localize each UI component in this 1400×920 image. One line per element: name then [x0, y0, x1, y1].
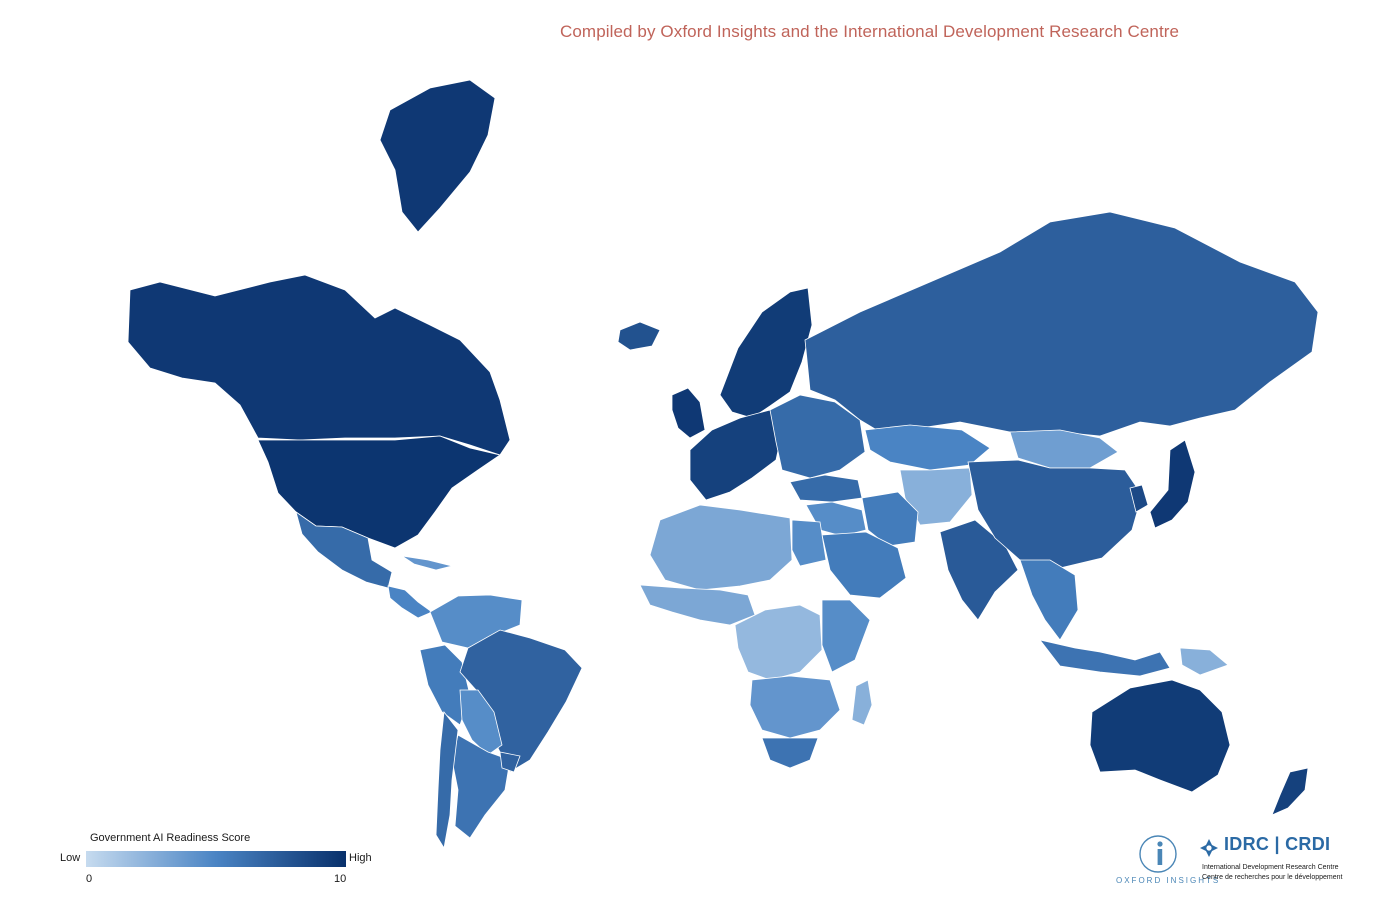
- legend-min-value: 0: [86, 873, 93, 885]
- region-central-africa[interactable]: [734, 604, 823, 681]
- region-canada[interactable]: [127, 274, 511, 456]
- region-japan[interactable]: [1149, 439, 1196, 529]
- legend-title: Government AI Readiness Score: [90, 832, 251, 844]
- region-east-africa[interactable]: [821, 599, 871, 673]
- region-madagascar[interactable]: [851, 679, 873, 726]
- region-central-america[interactable]: [387, 585, 433, 619]
- region-new-zealand[interactable]: [1271, 767, 1309, 816]
- map-subtitle: Compiled by Oxford Insights and the Inte…: [560, 22, 1180, 41]
- region-eastern-europe[interactable]: [769, 394, 866, 479]
- region-south-korea[interactable]: [1129, 484, 1149, 513]
- region-turkey[interactable]: [789, 474, 863, 503]
- region-united-kingdom-ireland[interactable]: [671, 387, 706, 439]
- region-china[interactable]: [967, 459, 1143, 569]
- region-egypt[interactable]: [791, 519, 827, 567]
- region-india[interactable]: [939, 519, 1019, 621]
- region-west-africa[interactable]: [639, 584, 756, 626]
- region-southeast-asia[interactable]: [1019, 559, 1079, 641]
- region-iran[interactable]: [861, 491, 919, 547]
- region-cuba[interactable]: [401, 555, 453, 571]
- region-southern-africa[interactable]: [749, 675, 841, 739]
- region-mongolia[interactable]: [1009, 429, 1119, 469]
- idrc-subtitle-en: International Development Research Centr…: [1202, 864, 1339, 871]
- region-papua-new-guinea[interactable]: [1179, 647, 1229, 676]
- region-saudi-arabia[interactable]: [821, 531, 907, 599]
- region-mexico[interactable]: [295, 511, 393, 589]
- region-argentina[interactable]: [451, 734, 511, 839]
- legend-high-label: High: [349, 852, 372, 864]
- region-chile[interactable]: [435, 710, 459, 850]
- region-russia[interactable]: [804, 211, 1319, 437]
- region-bolivia-paraguay[interactable]: [459, 689, 503, 756]
- legend-color-scale: [86, 851, 346, 867]
- region-south-africa[interactable]: [761, 737, 819, 769]
- region-united-states[interactable]: [257, 435, 501, 549]
- region-indonesia[interactable]: [1039, 639, 1171, 677]
- idrc-logo-icon: [1200, 839, 1218, 857]
- region-north-africa[interactable]: [649, 504, 793, 591]
- oxford-insights-wordmark: OXFORD INSIGHTS: [1116, 876, 1221, 885]
- region-uruguay[interactable]: [499, 751, 521, 773]
- oxford-insights-logo-icon: [1139, 835, 1177, 873]
- region-australia[interactable]: [1089, 679, 1231, 793]
- legend-max-value: 10: [334, 873, 347, 885]
- region-western-europe[interactable]: [689, 409, 783, 501]
- region-colombia-venezuela[interactable]: [429, 594, 523, 649]
- legend-low-label: Low: [60, 852, 81, 864]
- region-iceland[interactable]: [617, 321, 661, 351]
- idrc-subtitle-fr: Centre de recherches pour le développeme…: [1202, 874, 1343, 881]
- idrc-wordmark: IDRC | CRDI: [1224, 834, 1331, 854]
- region-greenland[interactable]: [379, 79, 496, 233]
